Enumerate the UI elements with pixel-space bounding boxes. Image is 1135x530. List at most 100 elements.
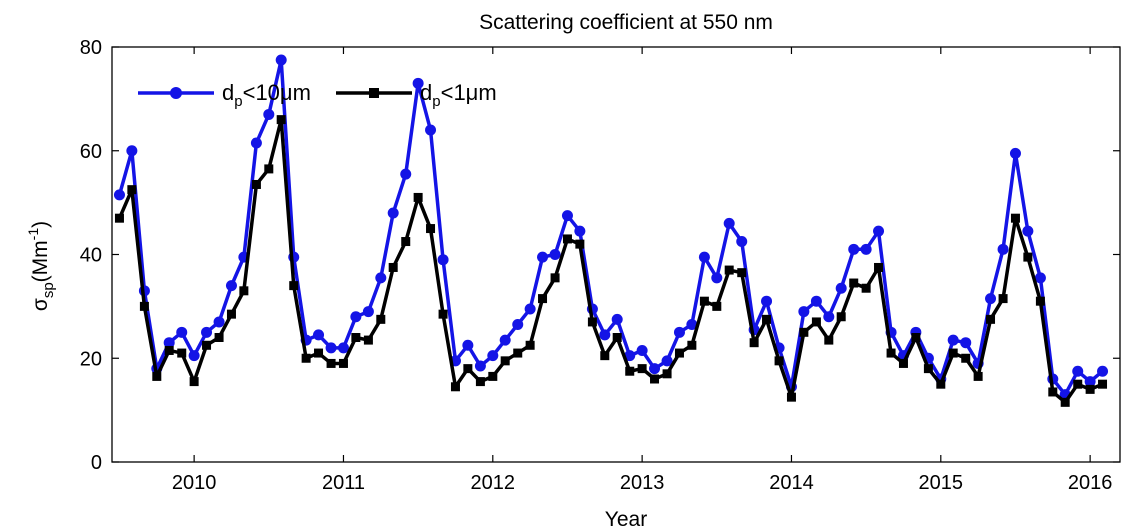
- data-point: [1009, 147, 1021, 159]
- data-point: [401, 237, 411, 247]
- data-point: [923, 364, 933, 374]
- data-point: [350, 311, 362, 323]
- data-point: [1035, 296, 1045, 306]
- data-point: [625, 366, 635, 376]
- data-point: [998, 294, 1008, 304]
- data-point: [188, 350, 200, 362]
- data-point: [960, 337, 972, 349]
- data-point: [612, 333, 622, 342]
- data-point: [412, 77, 424, 89]
- data-point: [301, 353, 311, 363]
- data-point: [686, 319, 698, 331]
- series-0: [113, 54, 1109, 401]
- series-1: [114, 115, 1108, 407]
- y-tick-label: 20: [80, 348, 102, 370]
- data-point: [762, 314, 772, 324]
- data-point: [127, 185, 137, 195]
- data-point: [836, 312, 846, 322]
- data-point: [152, 371, 162, 381]
- data-point: [275, 54, 287, 66]
- data-point: [525, 340, 535, 350]
- data-point: [799, 327, 809, 337]
- data-point: [947, 334, 959, 346]
- y-axis-unit-exponent: -1: [25, 228, 41, 241]
- data-point: [400, 168, 412, 180]
- data-point: [214, 333, 224, 342]
- legend-label-pm10: dp<10μm: [222, 80, 311, 110]
- data-point: [600, 351, 610, 361]
- data-point: [761, 295, 773, 307]
- data-point: [637, 364, 647, 374]
- data-point: [202, 340, 212, 350]
- y-axis-unit-close: ): [29, 221, 52, 228]
- data-point: [201, 326, 213, 338]
- data-point: [413, 192, 423, 202]
- data-point: [587, 317, 597, 327]
- data-point: [1022, 225, 1034, 237]
- data-point: [376, 314, 386, 324]
- data-point: [774, 356, 784, 366]
- data-point: [114, 213, 124, 223]
- y-axis-symbol: σ: [29, 298, 52, 311]
- data-point: [711, 272, 723, 284]
- data-point: [798, 306, 810, 318]
- data-point: [661, 355, 673, 367]
- data-point: [264, 164, 274, 174]
- x-tick-label: 2016: [1068, 472, 1113, 494]
- data-point: [562, 234, 572, 244]
- data-point: [314, 348, 324, 358]
- data-point: [873, 225, 885, 237]
- data-point: [636, 344, 648, 356]
- data-point: [861, 283, 871, 293]
- data-point: [811, 317, 821, 327]
- data-point: [499, 334, 511, 346]
- data-point: [1097, 365, 1109, 377]
- data-point: [599, 329, 611, 341]
- x-tick-label: 2010: [172, 472, 217, 494]
- axis-ticks: 2010 2011 2012 2013 2014 2015 2016 0 20 40 60 80: [80, 37, 1120, 494]
- data-point: [574, 225, 586, 237]
- legend-label-pm1: dp<1μm: [420, 80, 497, 110]
- data-point: [662, 369, 672, 379]
- y-axis-subscript: sp: [40, 282, 57, 298]
- data-point: [337, 342, 349, 354]
- data-point: [475, 377, 485, 387]
- data-point: [611, 313, 623, 325]
- data-point: [1073, 379, 1083, 389]
- data-point: [177, 348, 187, 358]
- data-point: [425, 124, 437, 136]
- x-axis-title: Year: [605, 508, 647, 530]
- data-point: [338, 358, 348, 368]
- x-tick-label: 2014: [769, 472, 814, 494]
- data-point: [749, 338, 759, 348]
- data-point: [650, 374, 660, 384]
- data-point: [712, 301, 722, 311]
- data-point: [1034, 272, 1046, 284]
- data-point: [723, 217, 735, 229]
- legend-item-pm1: dp<1μm: [336, 80, 497, 110]
- data-point: [226, 309, 236, 319]
- x-tick-label: 2011: [322, 472, 365, 494]
- data-point: [388, 262, 398, 272]
- data-point: [538, 294, 548, 304]
- data-point: [986, 314, 996, 324]
- plot-frame: [111, 46, 1121, 463]
- data-point: [263, 108, 275, 120]
- data-point: [326, 358, 336, 368]
- data-point: [163, 337, 175, 349]
- data-point: [848, 243, 860, 255]
- data-point: [225, 280, 237, 292]
- data-point: [363, 335, 373, 345]
- data-point: [462, 339, 474, 351]
- data-point: [250, 137, 262, 149]
- data-point: [276, 115, 286, 125]
- data-point: [786, 392, 796, 402]
- data-point: [113, 189, 125, 201]
- series-line: [117, 117, 1104, 405]
- svg-text:σsp(Mm-1): σsp(Mm-1): [25, 221, 57, 311]
- data-point: [1048, 387, 1058, 397]
- data-point: [886, 348, 896, 358]
- data-point: [898, 358, 908, 368]
- data-point: [1098, 379, 1108, 389]
